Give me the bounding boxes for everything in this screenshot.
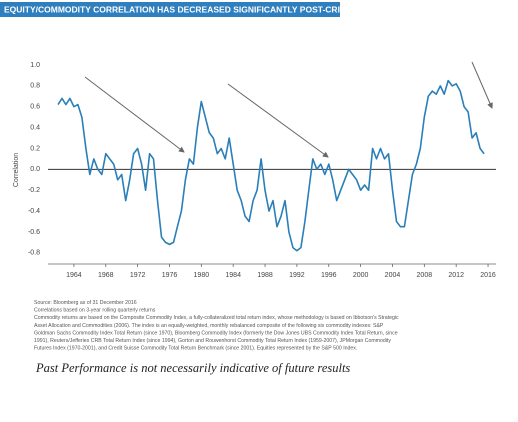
x-tick-label: 2000 [353,272,369,279]
x-tick-label: 1976 [162,272,178,279]
y-tick-label: 0.0 [30,166,40,173]
x-tick-label: 1980 [194,272,210,279]
x-tick-label: 1968 [98,272,114,279]
footnote: 1991), Reuters/Jefferies CRB Total Retur… [34,338,391,344]
x-tick-label: 2016 [480,272,496,279]
y-tick-label: -0.2 [28,187,40,194]
footnote: Asset Allocation and Commodities (2006).… [34,323,384,329]
y-tick-label: 0.6 [30,104,40,111]
footnote: Commodity returns are based on the Compo… [34,315,399,321]
x-tick-label: 1964 [66,272,82,279]
x-tick-label: 2008 [417,272,433,279]
arrow [84,76,185,153]
arrow [471,61,493,109]
footnote: Futures Index (1970-2001), and Credit Su… [34,346,357,352]
disclaimer: Past Performance is not necessarily indi… [35,361,350,375]
footnote: Correlations based on 3-year rolling qua… [34,308,156,314]
x-tick-label: 1984 [225,272,241,279]
x-tick-label: 1996 [321,272,337,279]
arrow [227,83,329,158]
y-tick-label: -0.4 [28,208,40,215]
footnote: Source: Bloomberg as of 31 December 2016 [34,300,137,306]
y-tick-label: 1.0 [30,62,40,69]
chart-title: EQUITY/COMMODITY CORRELATION HAS DECREAS… [4,4,354,14]
y-tick-label: 0.2 [30,145,40,152]
footnote: Goldman Sachs Commodity Index Total Retu… [34,330,398,336]
x-tick-label: 1988 [257,272,273,279]
y-axis-label: Correlation [13,153,20,187]
y-tick-label: 0.4 [30,124,40,131]
y-tick-label: 0.8 [30,83,40,90]
x-tick-label: 2004 [385,272,401,279]
arrows [84,61,493,158]
y-tick-label: -0.8 [28,250,40,257]
y-tick-label: -0.6 [28,229,40,236]
x-tick-label: 2012 [448,272,464,279]
data-line [57,79,485,252]
x-tick-label: 1992 [289,272,305,279]
x-tick-label: 1972 [130,272,146,279]
title-band [0,2,340,17]
